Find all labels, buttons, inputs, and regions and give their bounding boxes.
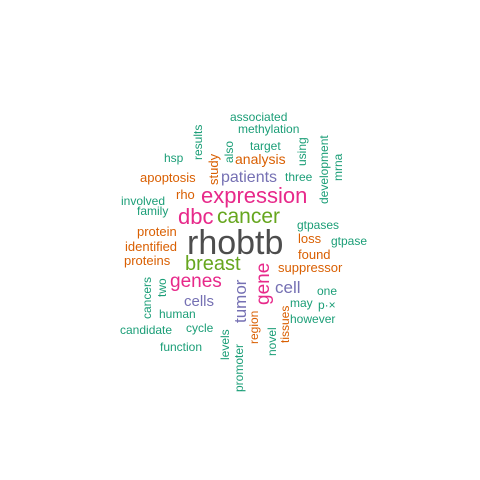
word-gtpases: gtpases	[297, 218, 339, 232]
word-loss: loss	[298, 231, 322, 246]
word-found: found	[298, 247, 331, 262]
word-rhobtb: rhobtb	[187, 224, 283, 262]
word-target: target	[250, 139, 281, 153]
word-results: results	[191, 125, 205, 160]
word-two: two	[155, 278, 169, 297]
word-gtpase: gtpase	[331, 234, 367, 248]
word-candidate: candidate	[120, 323, 172, 337]
word-region: region	[247, 311, 261, 344]
word-human: human	[159, 307, 196, 321]
word-identified: identified	[125, 239, 177, 254]
word-expression: expression	[201, 183, 307, 208]
word-breast: breast	[185, 253, 241, 275]
word-three: three	[285, 170, 313, 184]
word-mrna: mrna	[331, 153, 345, 181]
word-suppressor: suppressor	[278, 260, 343, 275]
word-methylation: methylation	[238, 122, 299, 136]
word-study: study	[206, 153, 221, 185]
word-one: one	[317, 284, 337, 298]
word-cells: cells	[184, 293, 214, 310]
word-family: family	[137, 204, 168, 218]
word-genes: genes	[170, 271, 222, 292]
word-analysis: analysis	[235, 151, 286, 167]
word-novel: novel	[265, 327, 279, 356]
word-hsp: hsp	[164, 151, 184, 165]
word-apoptosis: apoptosis	[140, 170, 196, 185]
word-promoter: promoter	[232, 344, 246, 392]
word-levels: levels	[218, 329, 232, 360]
word-gene: gene	[253, 263, 274, 305]
word-rho: rho	[176, 187, 195, 202]
word-dbc: dbc	[178, 204, 213, 229]
word-proteins: proteins	[124, 253, 171, 268]
word-cell: cell	[275, 278, 301, 297]
word-however: however	[290, 312, 335, 326]
word-development: development	[317, 135, 331, 204]
word-cancers: cancers	[140, 277, 154, 319]
word-patients: patients	[221, 169, 277, 186]
word-cancer: cancer	[217, 205, 280, 228]
word-tissues: tissues	[278, 306, 292, 343]
word-protein: protein	[137, 224, 177, 239]
word-involved: involved	[121, 194, 165, 208]
word-function: function	[160, 340, 202, 354]
word-associated: associated	[230, 110, 287, 124]
word-using: using	[295, 137, 309, 166]
word-cycle: cycle	[186, 321, 214, 335]
word-tumor: tumor	[231, 279, 250, 323]
word-p-x: p·×	[318, 298, 336, 312]
word-also: also	[222, 141, 236, 163]
word-may: may	[290, 296, 313, 310]
